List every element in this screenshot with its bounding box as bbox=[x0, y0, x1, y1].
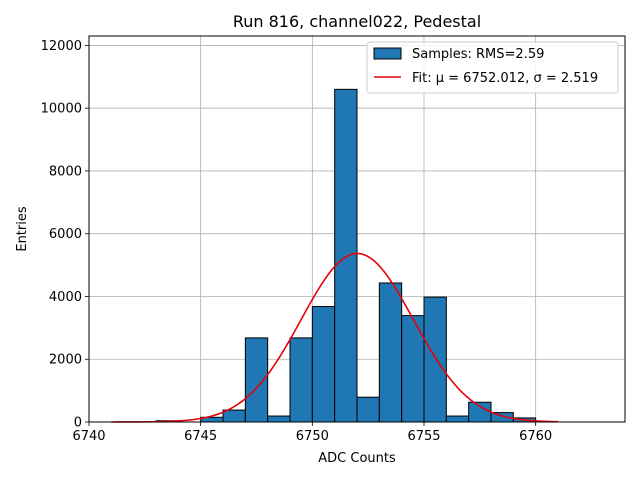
y-tick-label: 0 bbox=[74, 416, 82, 431]
legend-bar-swatch bbox=[373, 47, 402, 60]
histogram-bar bbox=[423, 296, 447, 423]
legend-label-fit: Fit: μ = 6752.012, σ = 2.519 bbox=[412, 71, 598, 86]
x-axis-title: ADC Counts bbox=[318, 451, 396, 466]
x-tick-label: 6745 bbox=[184, 429, 217, 444]
histogram-bar bbox=[468, 401, 492, 423]
histogram-bar bbox=[378, 282, 403, 423]
legend-label-samples: Samples: RMS=2.59 bbox=[412, 47, 544, 62]
histogram-bar bbox=[311, 306, 336, 423]
y-tick-label: 4000 bbox=[49, 290, 82, 305]
fit-curve bbox=[111, 252, 559, 423]
y-tick-label: 12000 bbox=[41, 39, 82, 54]
histogram-bar bbox=[267, 415, 291, 423]
chart-title: Run 816, channel022, Pedestal bbox=[233, 12, 481, 31]
fit-curve-group bbox=[111, 252, 559, 423]
axis-ticks: 6740 6745 6750 6755 6760 0 2000 4000 6000 8000 100… bbox=[41, 39, 553, 444]
y-tick-label: 8000 bbox=[49, 164, 82, 179]
histogram-bar bbox=[222, 409, 246, 423]
x-tick-label: 6760 bbox=[519, 429, 552, 444]
x-tick-label: 6755 bbox=[407, 429, 440, 444]
y-tick-label: 2000 bbox=[49, 353, 82, 368]
y-axis-title: Entries bbox=[15, 206, 30, 252]
x-tick-label: 6740 bbox=[72, 429, 105, 444]
histogram-bar bbox=[289, 337, 313, 423]
histogram-bar bbox=[445, 415, 470, 423]
legend: Samples: RMS=2.59 Fit: μ = 6752.012, σ =… bbox=[366, 41, 619, 94]
plot-frame bbox=[88, 35, 626, 423]
y-tick-label: 10000 bbox=[41, 102, 82, 117]
y-tick-label: 6000 bbox=[49, 227, 82, 242]
histogram-bar bbox=[356, 396, 380, 423]
x-tick-label: 6750 bbox=[296, 429, 329, 444]
histogram-bar bbox=[334, 88, 358, 423]
legend-box bbox=[366, 41, 619, 94]
